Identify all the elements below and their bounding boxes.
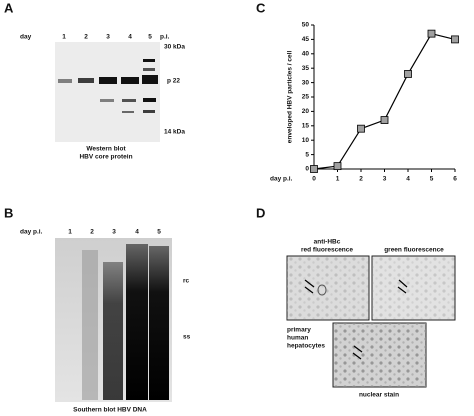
panel-label: B [4,205,13,220]
y-tick-label: 45 [302,36,310,43]
data-point [310,165,318,173]
y-tick-label: 40 [302,51,310,58]
data-point [404,70,412,78]
cell-label: hepatocytes [287,343,325,350]
lane-number: 2 [84,34,88,41]
dna-form: rc [183,278,190,285]
x-tick-label: 6 [453,176,457,183]
x-tick-label: 2 [359,176,363,183]
image-label: red fluorescence [301,247,353,254]
lane-header: day [20,34,32,41]
caption: HBV core protein [79,154,132,161]
data-point [451,35,459,44]
lane-number: 3 [112,229,116,236]
x-tick-label: 1 [336,176,340,183]
lane-number: 4 [128,34,132,41]
image-label: anti-HBc [314,239,341,246]
y-tick-label: 50 [302,22,310,29]
lane-number: 1 [68,229,72,236]
dna-form: ss [183,334,191,341]
blot-image [55,42,160,142]
image-label: green fluorescence [384,247,444,254]
y-tick-label: 35 [302,65,310,72]
lane-number: 4 [135,229,139,236]
y-tick-label: 0 [305,166,309,173]
caption: Southern blot HBV DNA [73,407,147,414]
lane-number: 2 [90,229,94,236]
micrographs [286,255,456,388]
data-line [313,32,456,170]
data-point [357,124,365,133]
y-tick-label: 10 [302,137,310,144]
y-tick-label: 15 [302,123,310,130]
lane-number: 1 [62,34,66,41]
x-tick-label: 5 [430,176,434,183]
x-tick-label: 4 [406,176,410,183]
lane-header: p.i. [160,34,170,41]
lane-number: 5 [148,34,152,41]
x-tick-label: 3 [383,176,387,183]
size-marker: 30 kDa [164,44,185,51]
y-tick-label: 5 [305,151,309,158]
blot-smears [82,244,169,400]
data-point [380,116,389,124]
data-point [427,29,436,38]
lane-header: day p.i. [20,229,43,236]
image-label: nuclear stain [359,392,399,399]
y-tick-label: 25 [302,94,310,101]
lane-number: 3 [106,34,110,41]
x-axis-label: day p.i. [270,176,293,183]
panel-label: A [4,0,14,15]
cell-label: human [287,335,308,342]
y-tick-label: 20 [302,108,310,115]
caption: Western blot [86,146,126,153]
panel-label: C [256,0,266,15]
y-tick-label: 30 [302,79,310,86]
lane-number: 5 [157,229,161,236]
size-marker: 14 kDa [164,129,185,136]
x-tick-label: 0 [312,176,316,183]
data-point [333,162,342,171]
size-marker: p 22 [167,78,180,85]
y-axis-label: enveloped HBV particles / cell [287,51,294,144]
blot-bands [58,59,158,113]
panel-label: D [256,205,265,220]
cell-label: primary [287,327,311,334]
